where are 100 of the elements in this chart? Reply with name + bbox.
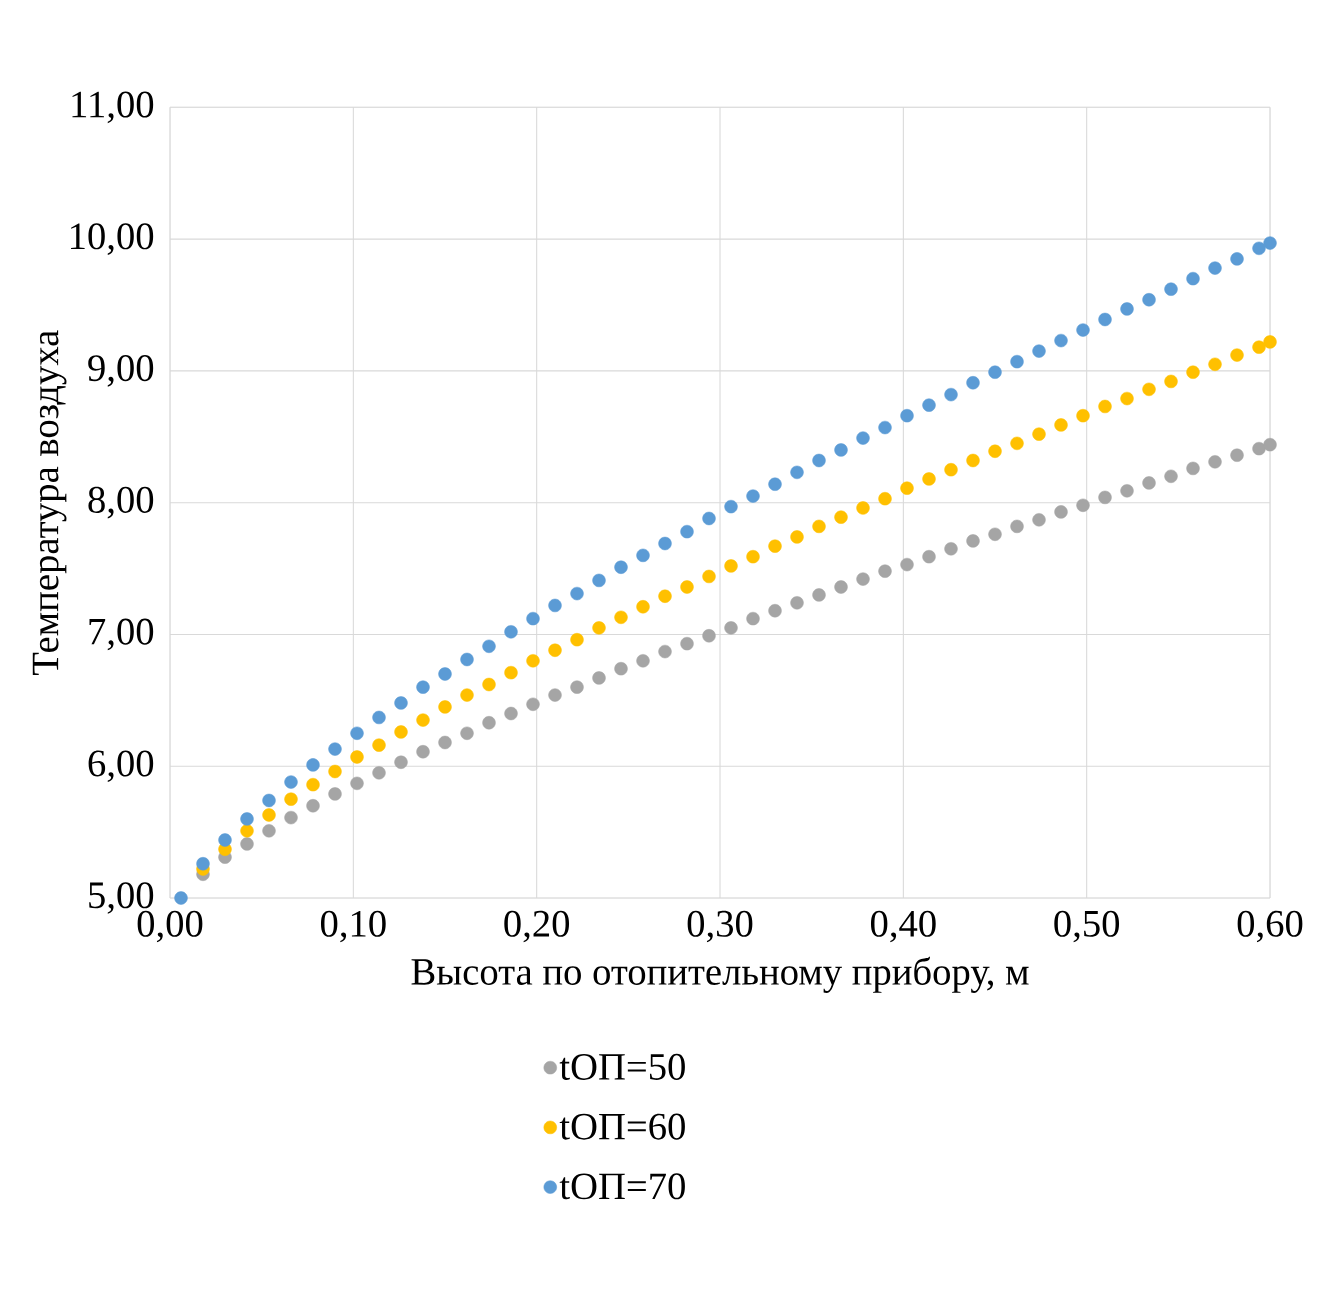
point [1120, 391, 1134, 406]
point [1252, 441, 1266, 456]
point [284, 810, 298, 825]
point [856, 501, 870, 515]
point [834, 443, 848, 457]
point [1164, 374, 1178, 389]
point [1142, 382, 1156, 397]
point [1142, 293, 1156, 307]
point [372, 710, 386, 725]
y-tick-label: 10,00 [71, 223, 154, 255]
point [218, 833, 232, 847]
point [284, 775, 298, 789]
point [482, 716, 496, 730]
point [394, 696, 408, 710]
point [812, 588, 826, 602]
point [944, 463, 958, 477]
point [416, 745, 430, 759]
point [1054, 505, 1068, 519]
point [614, 662, 628, 676]
x-tick-label: 0,50 [1054, 910, 1120, 943]
y-tick-label: 6,00 [88, 750, 154, 783]
point [548, 688, 562, 702]
point [812, 453, 826, 468]
point [658, 589, 672, 603]
point [768, 477, 782, 491]
point [790, 465, 804, 480]
point [856, 431, 870, 445]
x-tick-label: 0,30 [687, 910, 753, 943]
point [636, 600, 650, 614]
point [900, 409, 914, 423]
point [262, 793, 276, 808]
point [504, 625, 518, 639]
point [306, 758, 320, 772]
point [702, 629, 716, 643]
point [1054, 418, 1068, 432]
x-axis-title: Высота по отопительному прибору, м [411, 956, 1029, 993]
point [592, 573, 606, 588]
point [900, 481, 914, 495]
point [922, 550, 936, 564]
point [658, 536, 672, 551]
point [438, 700, 452, 714]
point [1076, 409, 1090, 423]
point [1120, 484, 1134, 498]
point [328, 742, 342, 756]
point [1208, 455, 1222, 469]
point [1054, 333, 1068, 348]
point [328, 764, 342, 779]
point [944, 542, 958, 556]
point [1098, 312, 1112, 327]
point [504, 665, 518, 680]
point [1010, 354, 1024, 369]
y-tick-label: 9,00 [88, 355, 154, 387]
point [1186, 461, 1200, 476]
point [1032, 344, 1046, 358]
point [504, 706, 518, 721]
point [922, 472, 936, 486]
point [1263, 236, 1277, 250]
legend-label: tОП=50 [559, 1053, 685, 1080]
point [878, 492, 892, 506]
point [240, 812, 254, 826]
legend-label: tОП=70 [559, 1173, 685, 1200]
point [1208, 261, 1222, 275]
point [306, 778, 320, 792]
point [1098, 399, 1112, 414]
point [526, 697, 540, 711]
point [482, 677, 496, 692]
point [592, 621, 606, 635]
point [1032, 513, 1046, 527]
point [328, 787, 342, 801]
point [1120, 302, 1134, 316]
y-tick-label: 7,00 [89, 618, 154, 651]
point [592, 671, 606, 685]
point [460, 688, 474, 702]
point [966, 453, 980, 468]
point [394, 755, 408, 769]
point [856, 572, 870, 586]
point [372, 766, 386, 780]
x-tick-label: 0,20 [504, 910, 570, 943]
point [614, 610, 628, 624]
point [240, 824, 254, 838]
point [1164, 282, 1178, 296]
point [570, 586, 584, 601]
point [768, 539, 782, 553]
point [438, 667, 452, 681]
point [240, 837, 254, 851]
point [812, 519, 826, 534]
point [1230, 448, 1244, 462]
point [1010, 519, 1024, 534]
point [1230, 252, 1244, 266]
point [350, 726, 364, 740]
point [350, 776, 364, 791]
point [614, 560, 628, 574]
point [570, 680, 584, 694]
point [680, 637, 694, 651]
point [746, 611, 760, 626]
point [746, 489, 760, 503]
y-tick-label: 11,00 [72, 91, 154, 124]
point [262, 808, 276, 822]
point [372, 738, 386, 752]
y-axis-title: Температура воздуха [32, 330, 67, 675]
